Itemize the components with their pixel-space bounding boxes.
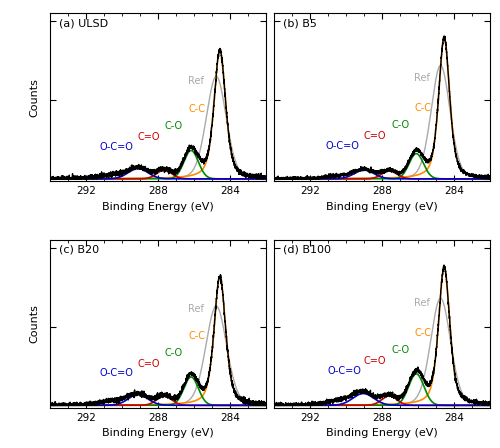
Text: C=O: C=O bbox=[138, 359, 160, 369]
Text: (a) ULSD: (a) ULSD bbox=[58, 18, 108, 29]
X-axis label: Binding Energy (eV): Binding Energy (eV) bbox=[326, 202, 438, 211]
Text: C-C: C-C bbox=[415, 328, 432, 338]
Y-axis label: Counts: Counts bbox=[30, 304, 40, 343]
Text: Ref: Ref bbox=[414, 73, 430, 83]
Text: C=O: C=O bbox=[364, 131, 386, 142]
Text: (b) B5: (b) B5 bbox=[283, 18, 317, 29]
Text: C=O: C=O bbox=[138, 132, 160, 142]
Text: (c) B20: (c) B20 bbox=[58, 245, 99, 255]
X-axis label: Binding Energy (eV): Binding Energy (eV) bbox=[102, 428, 214, 438]
Text: C-O: C-O bbox=[165, 121, 183, 131]
Text: O-C=O: O-C=O bbox=[328, 366, 362, 376]
Text: Ref: Ref bbox=[188, 76, 204, 86]
Text: O-C=O: O-C=O bbox=[326, 141, 360, 151]
Text: Ref: Ref bbox=[414, 298, 430, 308]
Text: C-C: C-C bbox=[189, 331, 206, 341]
Text: (d) B100: (d) B100 bbox=[283, 245, 331, 255]
X-axis label: Binding Energy (eV): Binding Energy (eV) bbox=[326, 428, 438, 438]
Text: C-C: C-C bbox=[189, 104, 206, 114]
Text: C=O: C=O bbox=[364, 356, 386, 366]
X-axis label: Binding Energy (eV): Binding Energy (eV) bbox=[102, 202, 214, 211]
Text: C-O: C-O bbox=[391, 345, 409, 355]
Text: C-C: C-C bbox=[415, 103, 432, 113]
Text: Ref: Ref bbox=[188, 304, 204, 314]
Text: C-O: C-O bbox=[165, 348, 183, 358]
Y-axis label: Counts: Counts bbox=[30, 78, 40, 117]
Text: C-O: C-O bbox=[391, 121, 409, 130]
Text: O-C=O: O-C=O bbox=[100, 142, 134, 152]
Text: O-C=O: O-C=O bbox=[100, 368, 134, 378]
